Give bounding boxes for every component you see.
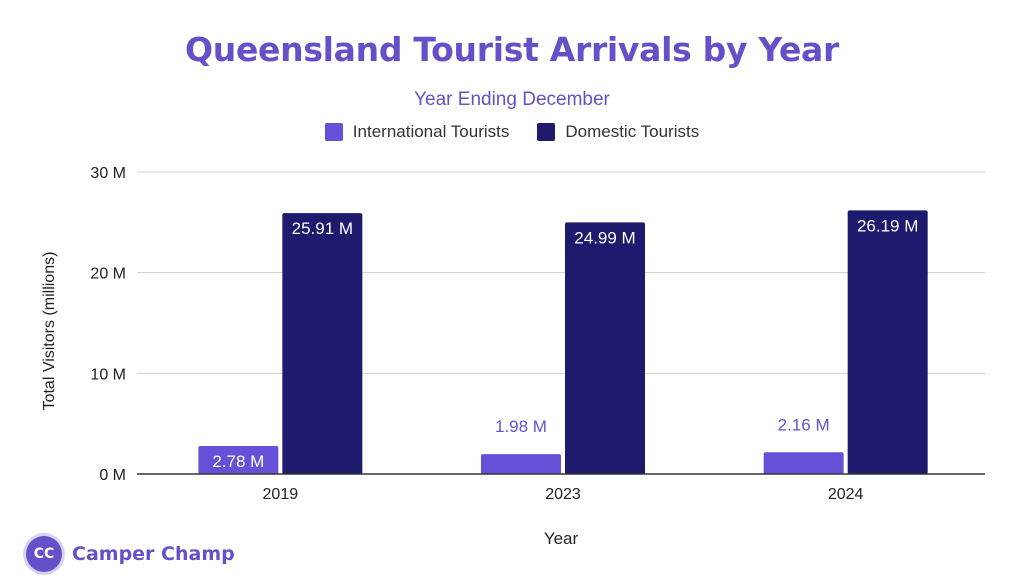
bar-domestic — [847, 210, 928, 474]
bar-international — [763, 452, 844, 474]
brand[interactable]: CC Camper Champ — [26, 536, 235, 572]
legend: International Tourists Domestic Tourists — [0, 122, 1024, 142]
data-label: 25.91 M — [292, 219, 353, 238]
bar-domestic — [282, 213, 363, 474]
legend-item-international: International Tourists — [324, 122, 510, 142]
data-label: 2.78 M — [212, 452, 264, 471]
data-label: 1.98 M — [495, 417, 547, 436]
data-label: 26.19 M — [857, 216, 918, 235]
y-tick-label: 10 M — [90, 366, 126, 383]
brand-name: Camper Champ — [72, 543, 235, 565]
legend-label-domestic: Domestic Tourists — [565, 122, 700, 141]
y-tick-label: 30 M — [90, 165, 126, 182]
chart-title: Queensland Tourist Arrivals by Year — [185, 30, 839, 69]
legend-label-international: International Tourists — [352, 122, 510, 141]
legend-swatch-international — [324, 123, 343, 141]
y-axis-title: Total Visitors (millions) — [41, 252, 58, 411]
y-tick-label: 0 M — [99, 467, 126, 484]
data-label: 2.16 M — [778, 415, 830, 434]
y-tick-label: 20 M — [90, 266, 126, 283]
bar-international — [481, 454, 561, 474]
brand-logo-icon: CC — [26, 536, 62, 572]
x-tick-label: 2024 — [828, 486, 864, 503]
chart-subtitle: Year Ending December — [414, 89, 610, 110]
bar-international — [198, 446, 279, 474]
x-tick-label: 2019 — [263, 486, 299, 503]
x-tick-label: 2023 — [545, 486, 581, 503]
data-label: 24.99 M — [574, 228, 635, 247]
legend-swatch-domestic — [537, 123, 556, 141]
x-axis-title: Year — [544, 529, 579, 548]
legend-item-domestic: Domestic Tourists — [537, 122, 699, 142]
bar-domestic — [565, 222, 645, 474]
